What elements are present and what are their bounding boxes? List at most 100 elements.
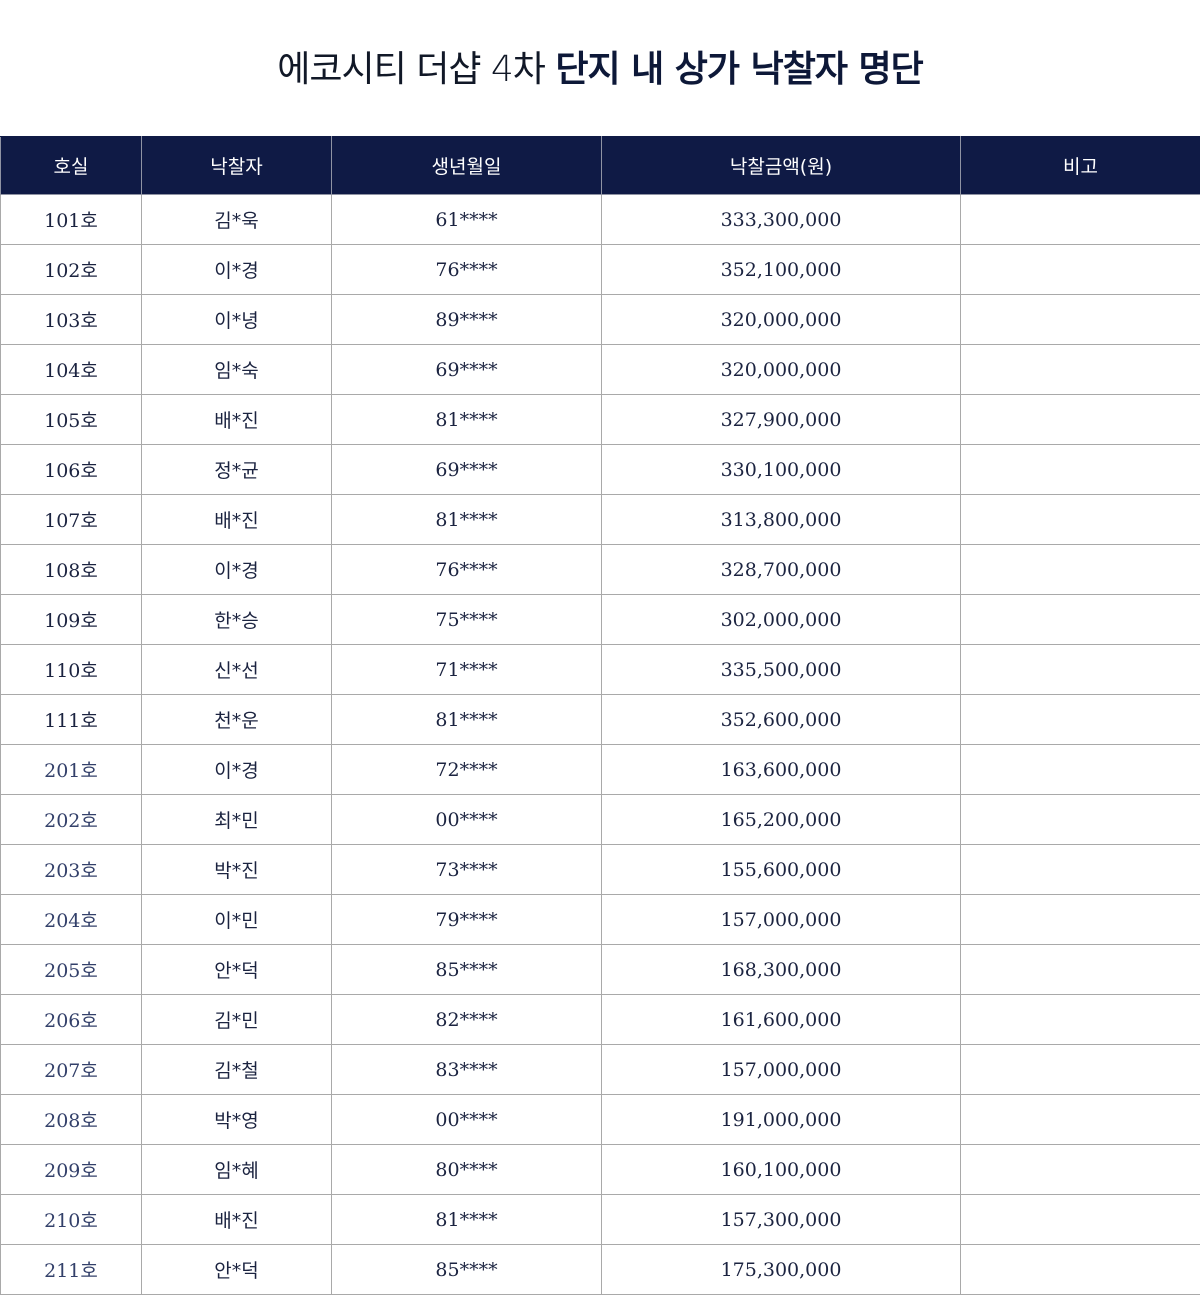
bidder-cell: 이*경 (141, 544, 332, 595)
table-row: 207호 김*철 83**** 157,000,000 (0, 1044, 1200, 1095)
table-row: 109호 한*승 75**** 302,000,000 (0, 594, 1200, 645)
birthdate-cell: 89**** (331, 294, 602, 345)
birthdate-cell: 85**** (331, 1244, 602, 1295)
room-cell: 104호 (0, 344, 142, 395)
note-cell (960, 194, 1200, 245)
table-body: 101호 김*욱 61**** 333,300,000 102호 이*경 76**** 352… (0, 194, 1200, 1295)
amount-cell: 302,000,000 (601, 594, 961, 645)
room-cell: 206호 (0, 994, 142, 1045)
page-title-emphasis: 단지 내 상가 낙찰자 명단 (555, 49, 923, 90)
birthdate-cell: 69**** (331, 344, 602, 395)
note-cell (960, 594, 1200, 645)
room-cell: 203호 (0, 844, 142, 895)
bidder-cell: 이*민 (141, 894, 332, 945)
amount-cell: 168,300,000 (601, 944, 961, 995)
birthdate-cell: 76**** (331, 544, 602, 595)
room-cell: 110호 (0, 644, 142, 695)
table-row: 106호 정*균 69**** 330,100,000 (0, 444, 1200, 495)
note-cell (960, 794, 1200, 845)
birthdate-cell: 71**** (331, 644, 602, 695)
winning-bidders-table: 호실 낙찰자 생년월일 낙찰금액(원) 비고 101호 김*욱 61**** 333,… (0, 136, 1200, 1295)
header-bidder: 낙찰자 (141, 136, 332, 195)
table-row: 205호 안*덕 85**** 168,300,000 (0, 944, 1200, 995)
amount-cell: 161,600,000 (601, 994, 961, 1045)
note-cell (960, 294, 1200, 345)
room-cell: 103호 (0, 294, 142, 345)
room-cell: 205호 (0, 944, 142, 995)
table-row: 203호 박*진 73**** 155,600,000 (0, 844, 1200, 895)
birthdate-cell: 81**** (331, 1194, 602, 1245)
table-row: 111호 천*운 81**** 352,600,000 (0, 694, 1200, 745)
room-cell: 108호 (0, 544, 142, 595)
bidder-cell: 배*진 (141, 494, 332, 545)
note-cell (960, 944, 1200, 995)
table-row: 108호 이*경 76**** 328,700,000 (0, 544, 1200, 595)
bidder-cell: 천*운 (141, 694, 332, 745)
note-cell (960, 1194, 1200, 1245)
room-cell: 208호 (0, 1094, 142, 1145)
bidder-cell: 배*진 (141, 1194, 332, 1245)
room-cell: 204호 (0, 894, 142, 945)
amount-cell: 155,600,000 (601, 844, 961, 895)
bidder-cell: 임*숙 (141, 344, 332, 395)
room-cell: 101호 (0, 194, 142, 245)
room-cell: 201호 (0, 744, 142, 795)
amount-cell: 160,100,000 (601, 1144, 961, 1195)
room-cell: 107호 (0, 494, 142, 545)
note-cell (960, 244, 1200, 295)
amount-cell: 320,000,000 (601, 294, 961, 345)
table-row: 209호 임*혜 80**** 160,100,000 (0, 1144, 1200, 1195)
note-cell (960, 744, 1200, 795)
amount-cell: 163,600,000 (601, 744, 961, 795)
birthdate-cell: 83**** (331, 1044, 602, 1095)
table-row: 102호 이*경 76**** 352,100,000 (0, 244, 1200, 295)
bidder-cell: 안*덕 (141, 944, 332, 995)
room-cell: 202호 (0, 794, 142, 845)
table-row: 101호 김*욱 61**** 333,300,000 (0, 194, 1200, 245)
room-cell: 102호 (0, 244, 142, 295)
amount-cell: 335,500,000 (601, 644, 961, 695)
header-amount: 낙찰금액(원) (601, 136, 961, 195)
amount-cell: 330,100,000 (601, 444, 961, 495)
birthdate-cell: 79**** (331, 894, 602, 945)
bidder-cell: 한*승 (141, 594, 332, 645)
bidder-cell: 박*진 (141, 844, 332, 895)
note-cell (960, 844, 1200, 895)
bidder-cell: 박*영 (141, 1094, 332, 1145)
amount-cell: 313,800,000 (601, 494, 961, 545)
room-cell: 210호 (0, 1194, 142, 1245)
table-row: 210호 배*진 81**** 157,300,000 (0, 1194, 1200, 1245)
bidder-cell: 김*민 (141, 994, 332, 1045)
table-row: 103호 이*녕 89**** 320,000,000 (0, 294, 1200, 345)
note-cell (960, 644, 1200, 695)
table-row: 201호 이*경 72**** 163,600,000 (0, 744, 1200, 795)
note-cell (960, 894, 1200, 945)
birthdate-cell: 75**** (331, 594, 602, 645)
room-cell: 105호 (0, 394, 142, 445)
bidder-cell: 이*녕 (141, 294, 332, 345)
table-row: 105호 배*진 81**** 327,900,000 (0, 394, 1200, 445)
note-cell (960, 394, 1200, 445)
table-row: 206호 김*민 82**** 161,600,000 (0, 994, 1200, 1045)
note-cell (960, 494, 1200, 545)
amount-cell: 157,300,000 (601, 1194, 961, 1245)
note-cell (960, 994, 1200, 1045)
amount-cell: 328,700,000 (601, 544, 961, 595)
birthdate-cell: 73**** (331, 844, 602, 895)
birthdate-cell: 81**** (331, 394, 602, 445)
room-cell: 109호 (0, 594, 142, 645)
bidder-cell: 안*덕 (141, 1244, 332, 1295)
birthdate-cell: 00**** (331, 1094, 602, 1145)
note-cell (960, 444, 1200, 495)
bidder-cell: 임*혜 (141, 1144, 332, 1195)
bidder-cell: 김*욱 (141, 194, 332, 245)
bidder-cell: 정*균 (141, 444, 332, 495)
amount-cell: 175,300,000 (601, 1244, 961, 1295)
bidder-cell: 신*선 (141, 644, 332, 695)
note-cell (960, 1244, 1200, 1295)
birthdate-cell: 81**** (331, 694, 602, 745)
note-cell (960, 344, 1200, 395)
header-room: 호실 (0, 136, 142, 195)
room-cell: 111호 (0, 694, 142, 745)
header-note: 비고 (960, 136, 1200, 195)
